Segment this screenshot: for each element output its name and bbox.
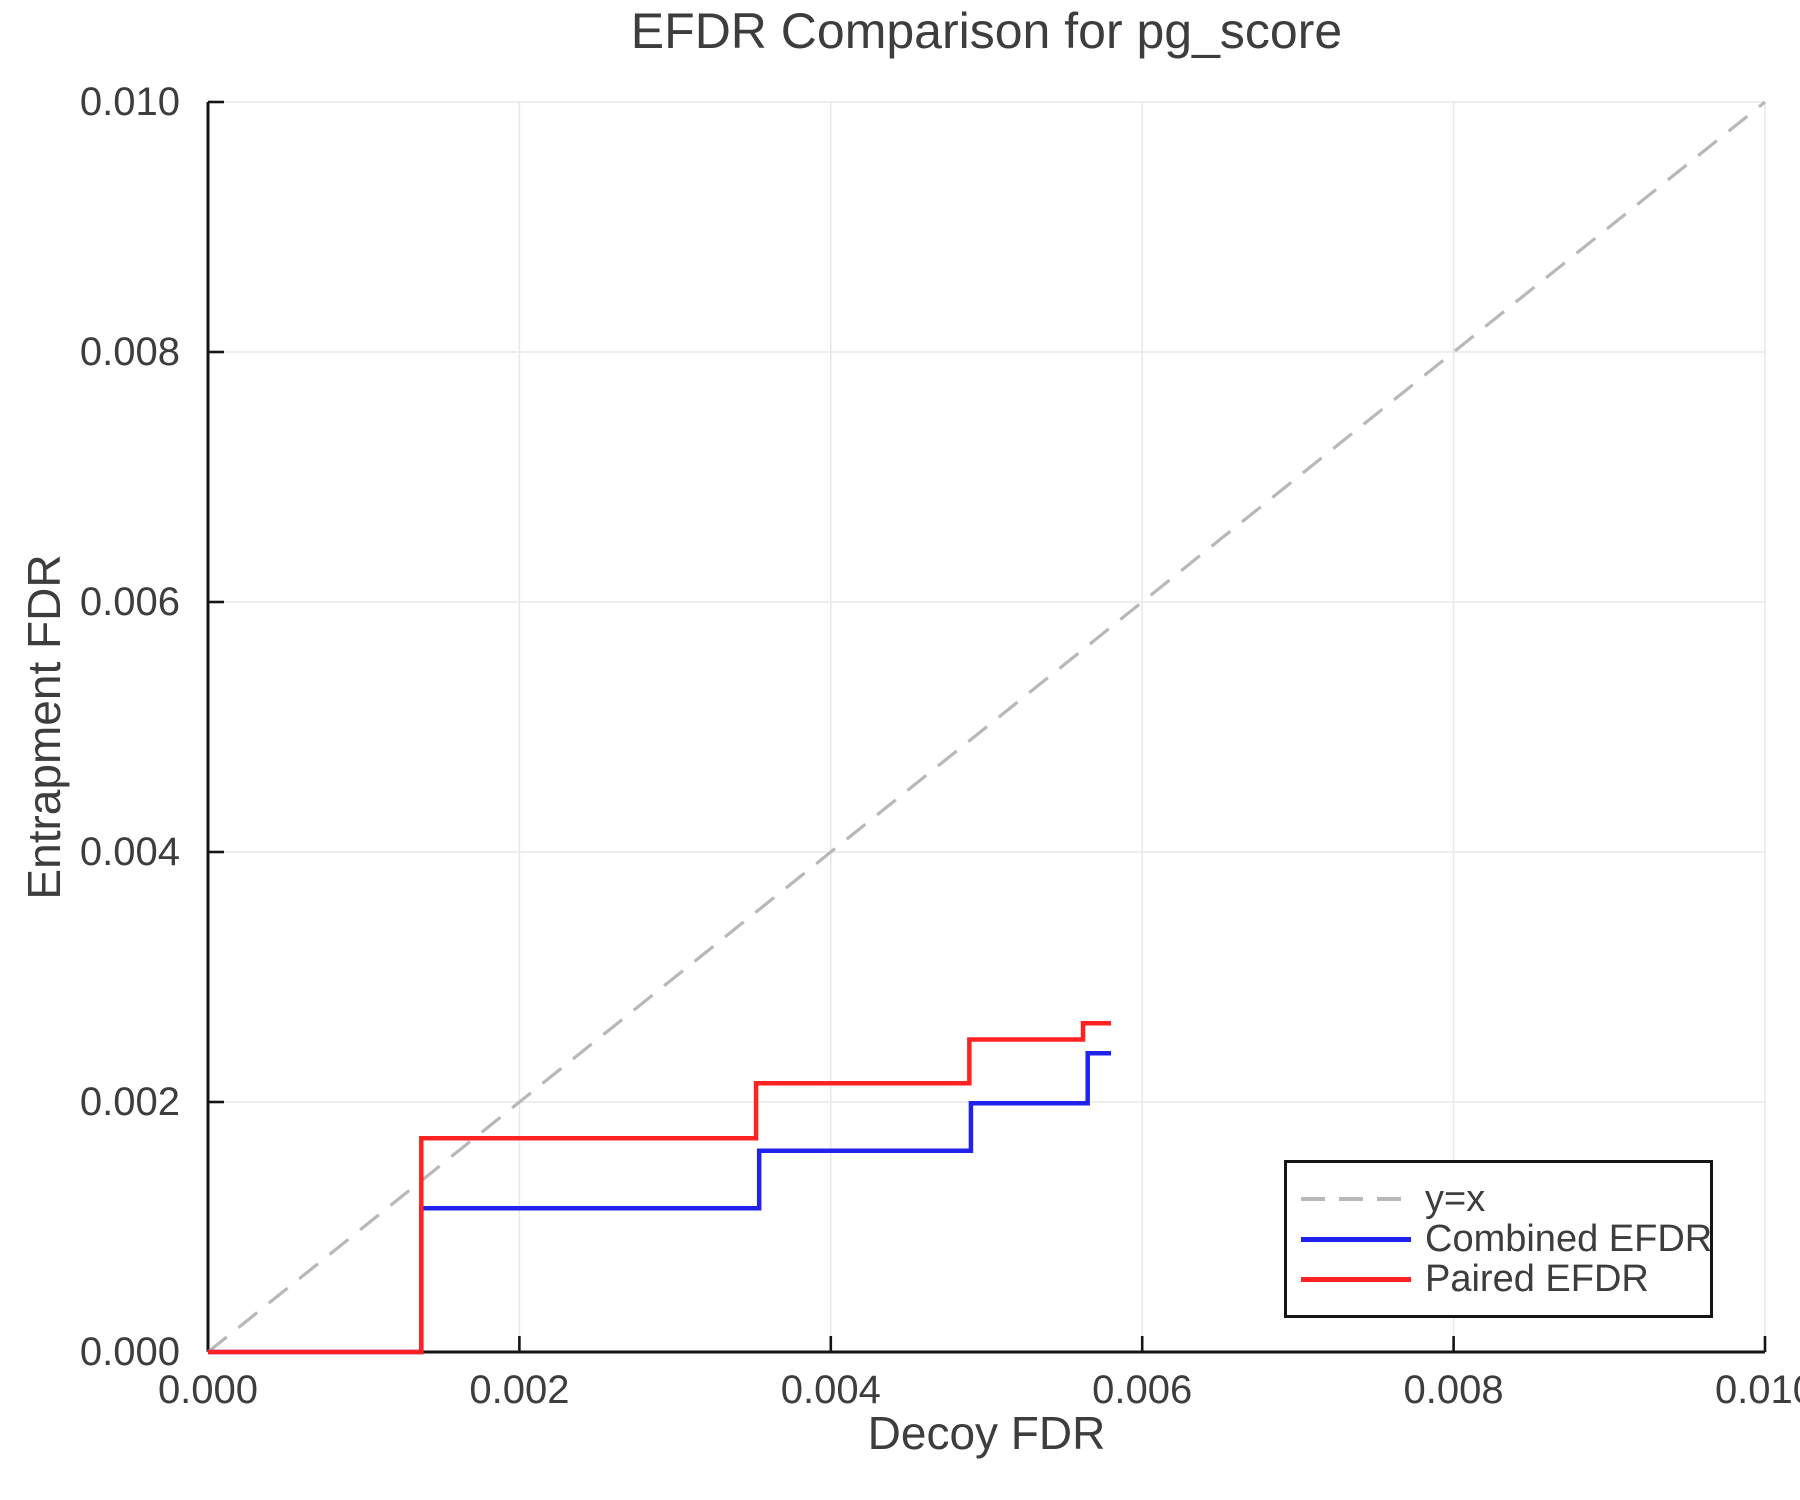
x-tick-label: 0.008 <box>1404 1368 1504 1412</box>
legend: y=x Combined EFDR Paired EFDR <box>1284 1160 1713 1318</box>
identity-line-sample <box>1301 1197 1411 1201</box>
x-tick-label: 0.002 <box>469 1368 569 1412</box>
y-tick-label: 0.006 <box>80 580 180 624</box>
y-tick-label: 0.000 <box>80 1330 180 1374</box>
series-line-y-x <box>206 100 1767 1354</box>
y-tick-label: 0.002 <box>80 1080 180 1124</box>
x-tick-label: 0.004 <box>781 1368 881 1412</box>
legend-entry-combined: Combined EFDR <box>1301 1218 1713 1260</box>
legend-label-paired: Paired EFDR <box>1425 1258 1649 1300</box>
x-axis-label: Decoy FDR <box>867 1407 1106 1459</box>
y-tick-label: 0.004 <box>80 830 180 874</box>
y-tick-label: 0.010 <box>80 80 180 124</box>
legend-label-identity: y=x <box>1425 1178 1486 1220</box>
combined-line-sample <box>1301 1236 1411 1242</box>
legend-entry-identity: y=x <box>1301 1179 1710 1219</box>
x-tick-label: 0.006 <box>1092 1368 1192 1412</box>
series-line-combined-efdr <box>208 1051 1112 1355</box>
x-tick-label: 0.010 <box>1715 1368 1800 1412</box>
y-axis-label: Entrapment FDR <box>18 554 70 900</box>
x-tick-label: 0.000 <box>158 1368 258 1412</box>
series-line-paired-efdr <box>208 1021 1112 1355</box>
legend-entry-paired: Paired EFDR <box>1301 1259 1710 1299</box>
legend-label-combined: Combined EFDR <box>1425 1218 1713 1260</box>
paired-line-sample <box>1301 1276 1411 1282</box>
y-tick-label: 0.008 <box>80 330 180 374</box>
chart-title: EFDR Comparison for pg_score <box>630 3 1343 59</box>
